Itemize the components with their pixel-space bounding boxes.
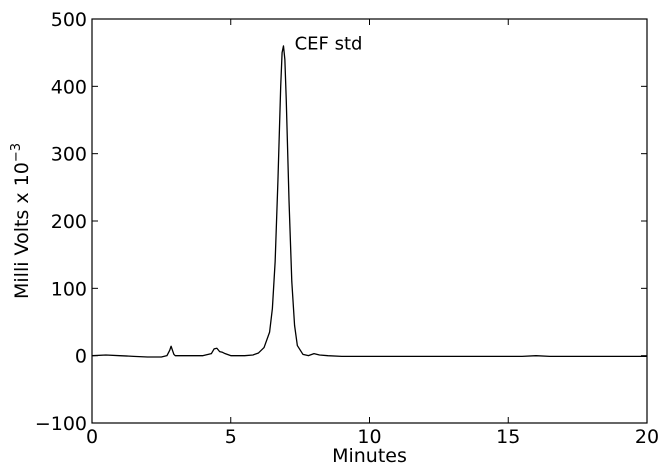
x-tick-label: 15 [496,426,520,448]
series-line-cef-std [91,45,647,358]
y-tick-label: 500 [51,9,87,31]
x-axis: 0 5 10 15 20 [86,19,659,448]
x-axis-label: Minutes [332,445,407,465]
y-tick-label: 400 [51,76,87,98]
x-tick-label: 0 [86,426,98,448]
peak-annotation: CEF std [295,33,363,54]
x-tick-label: 5 [225,426,237,448]
y-tick-label: 100 [51,278,87,300]
plot-frame [91,18,648,424]
y-axis: −100 0 100 200 300 400 500 [35,9,647,435]
y-tick-label: −100 [35,413,87,435]
y-axis-label: Milli Volts x 10−3 [9,143,33,299]
y-tick-label: 300 [51,144,87,166]
y-tick-label: 0 [75,346,87,368]
x-tick-label: 10 [357,426,381,448]
y-axis-label-exponent: −3 [9,143,24,162]
y-tick-label: 200 [51,211,87,233]
y-axis-label-main: Milli Volts x 10 [11,162,33,299]
x-tick-label: 20 [635,426,659,448]
